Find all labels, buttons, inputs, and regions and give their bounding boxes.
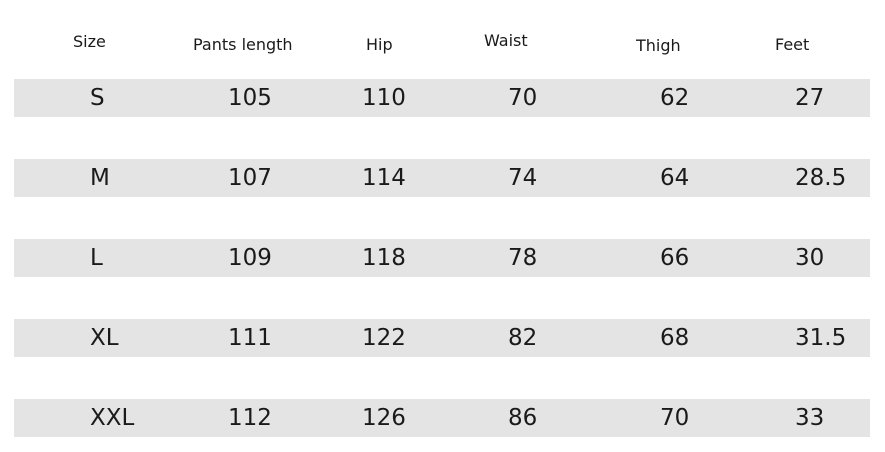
cell-feet: 31.5 (795, 325, 847, 351)
cell-waist: 70 (508, 85, 538, 111)
cell-hip: 126 (362, 405, 406, 431)
cell-waist: 86 (508, 405, 538, 431)
header-size: Size (73, 32, 106, 51)
table-row: L 109 118 78 66 30 (14, 239, 870, 277)
cell-feet: 33 (795, 405, 825, 431)
header-thigh: Thigh (636, 36, 681, 55)
cell-thigh: 70 (660, 405, 690, 431)
cell-size: XL (90, 325, 119, 351)
cell-hip: 114 (362, 165, 406, 191)
cell-feet: 30 (795, 245, 825, 271)
cell-waist: 74 (508, 165, 538, 191)
cell-size: S (90, 85, 105, 111)
header-feet: Feet (775, 35, 810, 54)
cell-pants-length: 111 (228, 325, 272, 351)
table-row: XL 111 122 82 68 31.5 (14, 319, 870, 357)
cell-hip: 122 (362, 325, 406, 351)
cell-hip: 118 (362, 245, 406, 271)
cell-waist: 82 (508, 325, 538, 351)
cell-thigh: 66 (660, 245, 690, 271)
table-row: S 105 110 70 62 27 (14, 79, 870, 117)
cell-pants-length: 107 (228, 165, 272, 191)
table-row: M 107 114 74 64 28.5 (14, 159, 870, 197)
cell-thigh: 62 (660, 85, 690, 111)
cell-feet: 28.5 (795, 165, 847, 191)
cell-pants-length: 109 (228, 245, 272, 271)
cell-pants-length: 112 (228, 405, 272, 431)
cell-size: M (90, 165, 110, 191)
cell-thigh: 64 (660, 165, 690, 191)
cell-size: L (90, 245, 103, 271)
cell-size: XXL (90, 405, 135, 431)
cell-hip: 110 (362, 85, 406, 111)
cell-waist: 78 (508, 245, 538, 271)
cell-pants-length: 105 (228, 85, 272, 111)
header-hip: Hip (366, 35, 393, 54)
table-row: XXL 112 126 86 70 33 (14, 399, 870, 437)
header-waist: Waist (484, 31, 528, 50)
header-pants-length: Pants length (193, 35, 293, 54)
cell-feet: 27 (795, 85, 825, 111)
cell-thigh: 68 (660, 325, 690, 351)
